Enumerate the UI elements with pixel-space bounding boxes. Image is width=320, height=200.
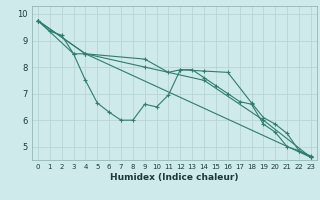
X-axis label: Humidex (Indice chaleur): Humidex (Indice chaleur) [110, 173, 239, 182]
